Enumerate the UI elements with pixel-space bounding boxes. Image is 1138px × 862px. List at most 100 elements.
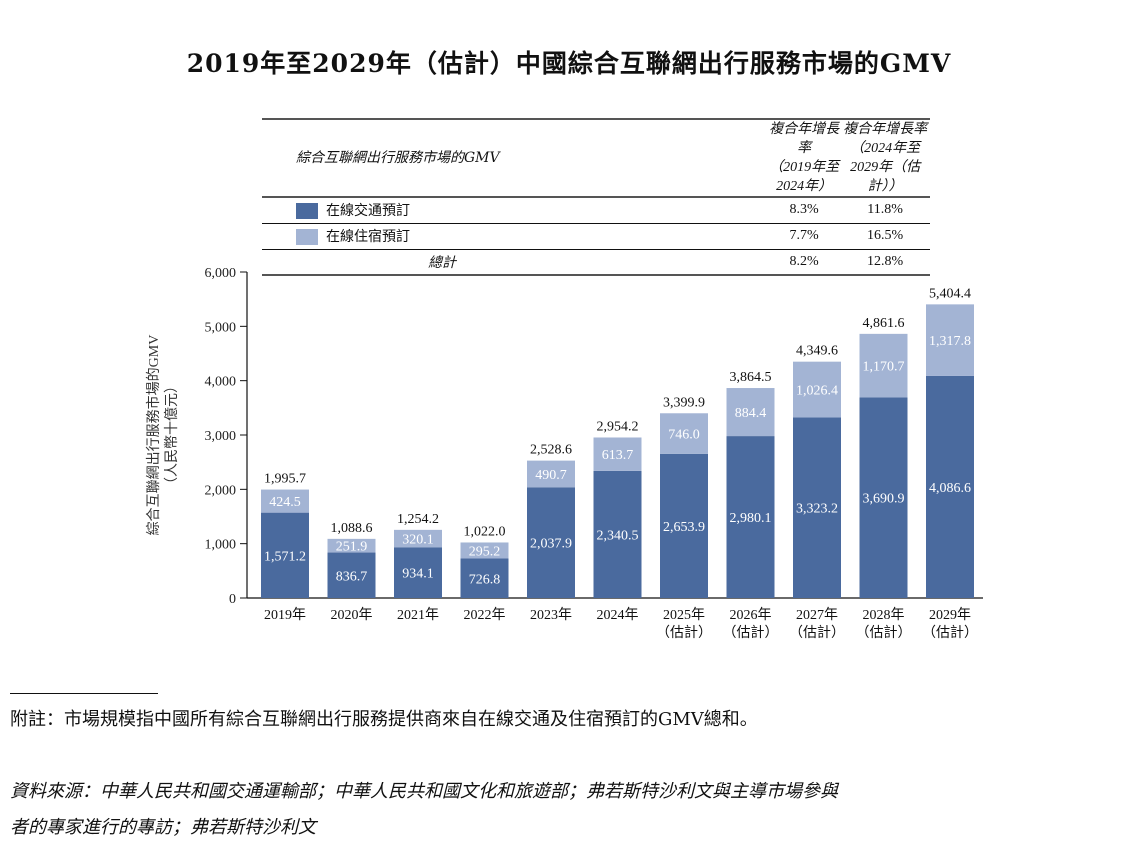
x-tick-sublabel: （估計） <box>922 625 978 641</box>
bar-value-label: 1,170.7 <box>863 360 905 375</box>
x-tick-label: 2026年 <box>730 607 772 623</box>
bar-total-label: 1,995.7 <box>264 472 306 487</box>
bar-segment-transport <box>793 417 841 598</box>
y-tick-label: 2,000 <box>205 483 237 498</box>
bar-total-label: 1,022.0 <box>464 524 506 539</box>
footnote-divider <box>10 693 158 694</box>
x-tick-label: 2020年 <box>331 607 373 623</box>
bar-value-label: 3,323.2 <box>796 502 838 517</box>
bar-segment-accommodation <box>593 437 642 471</box>
bar-value-label: 320.1 <box>402 533 434 548</box>
cell-value: 8.2% <box>789 253 819 269</box>
bar-value-label: 424.5 <box>269 495 301 510</box>
bar-value-label: 2,037.9 <box>530 537 572 552</box>
header-line: （2024年至2029年（估計）） <box>850 141 921 194</box>
bar-value-label: 1,571.2 <box>264 549 306 564</box>
bar-value-label: 726.8 <box>469 572 501 587</box>
table-row: 在線住宿預訂 7.7% 16.5% <box>262 223 930 249</box>
y-tick-label: 0 <box>229 592 236 607</box>
header-cagr-2019-2024: 複合年增長率 （2019年至2024年） <box>768 119 840 197</box>
bar-value-label: 1,026.4 <box>796 384 838 399</box>
bar-total-label: 3,399.9 <box>663 395 705 410</box>
row-label: 在線交通預訂 <box>262 197 768 223</box>
source-line-1: 資料來源：中華人民共和國交通運輸部；中華人民共和國文化和旅遊部；弗若斯特沙利文與… <box>10 781 838 802</box>
bar-value-label: 836.7 <box>336 569 368 584</box>
bar-segment-accommodation <box>793 361 841 418</box>
bar-value-label: 295.2 <box>469 544 501 559</box>
bar-value-label: 613.7 <box>602 448 634 463</box>
x-tick-label: 2023年 <box>530 607 572 623</box>
x-tick-sublabel: （估計） <box>856 625 912 641</box>
bar-total-label: 4,349.6 <box>796 344 838 359</box>
row-label-total: 總計 <box>428 254 456 271</box>
bar-total-label: 5,404.4 <box>929 286 971 301</box>
bar-segment-accommodation <box>460 542 509 559</box>
bar-value-label: 746.0 <box>668 428 700 443</box>
bar-value-label: 934.1 <box>402 567 434 582</box>
x-tick-sublabel: （估計） <box>656 625 712 641</box>
bar-segment-accommodation <box>394 529 442 548</box>
cell-value: 11.8% <box>867 202 903 218</box>
source-line-2: 者的專家進行的專訪；弗若斯特沙利文 <box>10 817 316 838</box>
x-tick-label: 2021年 <box>397 607 439 623</box>
bar-total-label: 1,254.2 <box>397 512 439 527</box>
bar-total-label: 3,864.5 <box>730 370 772 385</box>
table-row: 總計 8.2% 12.8% <box>262 249 930 275</box>
bar-segment-accommodation <box>327 538 376 553</box>
y-tick-label: 4,000 <box>205 375 237 390</box>
y-tick-label: 5,000 <box>205 320 237 335</box>
bar-value-label: 2,340.5 <box>597 528 639 543</box>
y-axis-unit: （人民幣十億元） <box>164 379 180 491</box>
bar-segment-accommodation <box>527 460 575 488</box>
bar-value-label: 1,317.8 <box>929 334 971 349</box>
y-tick-label: 6,000 <box>205 266 237 281</box>
x-tick-label: 2027年 <box>796 607 838 623</box>
bar-segment-accommodation <box>261 489 309 513</box>
bar-total-label: 2,954.2 <box>597 419 639 434</box>
row-label-text: 在線住宿預訂 <box>326 229 410 245</box>
bar-value-label: 4,086.6 <box>929 481 971 496</box>
header-line: （2019年至2024年） <box>769 160 840 194</box>
header-line: 複合年增長率 <box>843 122 928 137</box>
x-tick-label: 2024年 <box>597 607 639 623</box>
x-tick-label: 2019年 <box>264 607 306 623</box>
bar-segment-accommodation <box>859 333 908 398</box>
row-label-text: 在線交通預訂 <box>326 203 410 220</box>
bar-total-label: 2,528.6 <box>530 443 572 458</box>
bar-segment-accommodation <box>926 304 974 376</box>
footnote: 附註：市場規模指中國所有綜合互聯網出行服務提供商來自在線交通及住宿預訂的GMV總… <box>10 709 758 730</box>
y-tick-label: 1,000 <box>205 538 237 553</box>
bar-segment-transport <box>660 453 708 598</box>
table-header-row: 綜合互聯網出行服務市場的GMV 複合年增長率 （2019年至2024年） 複合年增… <box>262 119 930 197</box>
cell-value: 8.3% <box>789 202 819 218</box>
bar-total-label: 1,088.6 <box>331 521 373 536</box>
x-tick-label: 2022年 <box>464 607 506 623</box>
header-line: 複合年增長率 <box>769 122 840 156</box>
bar-segment-transport <box>859 397 908 598</box>
y-tick-label: 3,000 <box>205 429 237 444</box>
table-row: 在線交通預訂 8.3% 11.8% <box>262 197 930 223</box>
bar-value-label: 884.4 <box>735 406 767 421</box>
legend-swatch-accommodation <box>296 229 318 245</box>
header-market: 綜合互聯網出行服務市場的GMV <box>296 149 500 166</box>
row-label: 在線住宿預訂 <box>262 223 768 249</box>
bar-segment-accommodation <box>660 413 708 454</box>
bar-segment-transport <box>527 487 575 598</box>
cell-value: 7.7% <box>789 228 819 243</box>
x-tick-label: 2028年 <box>863 607 905 623</box>
x-tick-label: 2029年 <box>929 607 971 623</box>
bar-segment-accommodation <box>726 388 775 437</box>
bar-segment-transport <box>926 375 974 598</box>
bar-value-label: 3,690.9 <box>863 492 905 507</box>
bar-value-label: 2,980.1 <box>730 511 772 526</box>
cell-value: 12.8% <box>867 253 904 269</box>
bar-total-label: 4,861.6 <box>863 316 905 331</box>
bar-segment-transport <box>726 436 775 598</box>
x-tick-sublabel: （估計） <box>723 625 779 641</box>
y-axis-label: 綜合互聯網出行服務市場的GMV <box>145 335 162 536</box>
bar-segment-transport <box>460 558 509 598</box>
bar-segment-transport <box>261 512 309 598</box>
header-cagr-2024-2029: 複合年增長率 （2024年至2029年（估計）） <box>840 119 930 197</box>
